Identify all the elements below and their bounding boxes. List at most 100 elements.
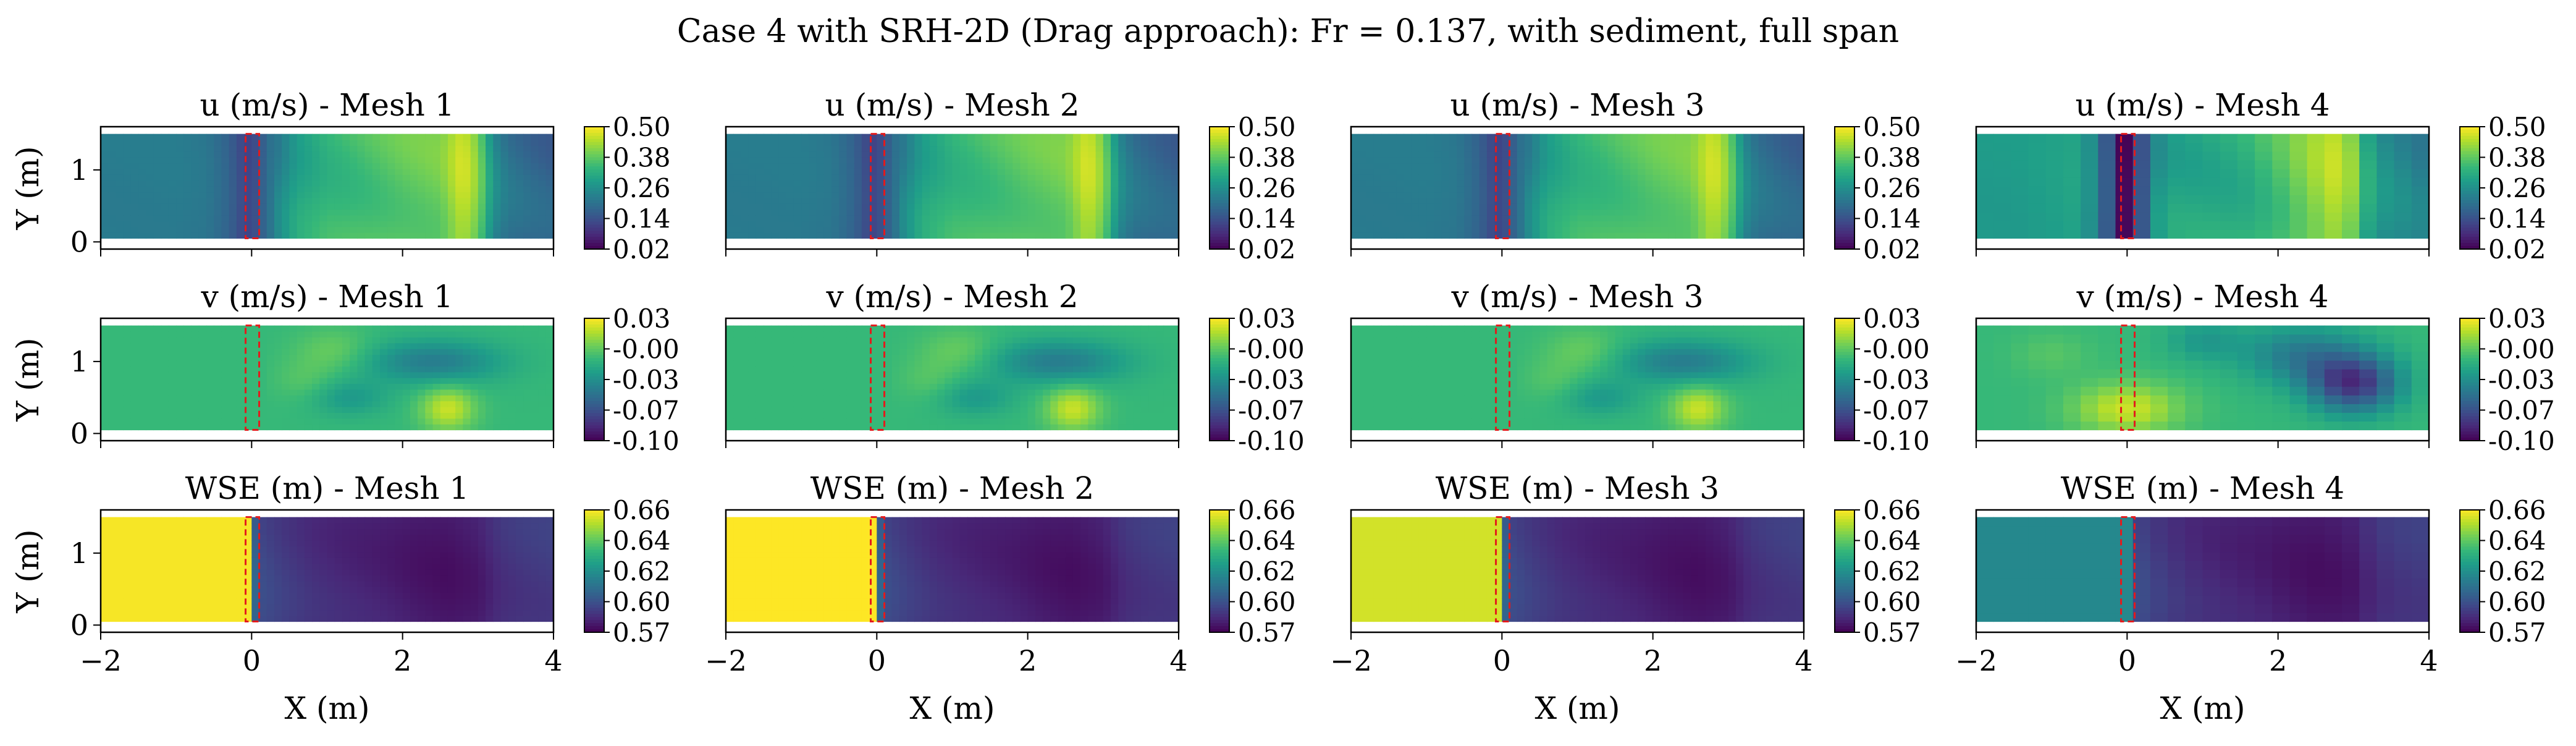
heatmap-cell — [402, 395, 411, 402]
colorbar-band — [584, 404, 604, 408]
heatmap-cell — [297, 145, 305, 152]
heatmap-cell — [515, 134, 524, 140]
heatmap-cell — [319, 378, 328, 384]
heatmap-cell — [1592, 197, 1601, 204]
heatmap-cell — [1027, 168, 1036, 175]
heatmap-cell — [1411, 186, 1420, 193]
heatmap-cell — [2220, 229, 2238, 239]
heatmap-cell — [1502, 168, 1510, 175]
heatmap-cell — [1645, 134, 1654, 140]
heatmap-cell — [486, 192, 494, 198]
heatmap-cell — [945, 134, 953, 140]
heatmap-cell — [350, 395, 358, 402]
heatmap-cell — [1532, 232, 1541, 239]
heatmap-cell — [500, 157, 509, 164]
heatmap-cell — [1140, 145, 1149, 152]
heatmap-cell — [1615, 221, 1623, 227]
colorbar-band — [1210, 157, 1229, 161]
heatmap-cell — [116, 221, 124, 227]
heatmap-cell — [364, 163, 373, 169]
heatmap-cell — [138, 157, 146, 164]
heatmap-cell — [357, 412, 366, 419]
heatmap-cell — [463, 407, 471, 413]
heatmap-cell — [455, 134, 463, 140]
heatmap-cell — [327, 192, 335, 198]
heatmap-cell — [463, 354, 471, 361]
heatmap-cell — [334, 168, 343, 175]
heatmap-cell — [304, 151, 313, 158]
heatmap-cell — [997, 186, 1006, 193]
heatmap-cell — [1668, 215, 1676, 221]
heatmap-cell — [214, 174, 222, 181]
colorbar-band — [1835, 218, 1854, 223]
heatmap-cell — [733, 140, 742, 146]
heatmap-cell — [334, 424, 343, 431]
heatmap-cell — [244, 163, 252, 169]
heatmap-cell — [116, 360, 124, 367]
heatmap-cell — [342, 174, 350, 181]
heatmap-cell — [1095, 140, 1104, 146]
heatmap-cell — [1012, 197, 1021, 204]
heatmap-cell — [823, 192, 832, 198]
heatmap-cell — [493, 232, 502, 239]
heatmap-cell — [1404, 215, 1412, 221]
heatmap-cell — [168, 325, 177, 332]
heatmap-cell — [786, 174, 794, 181]
heatmap-cell — [1065, 151, 1074, 158]
heatmap-cell — [823, 197, 832, 204]
heatmap-cell — [176, 366, 184, 373]
heatmap-cell — [733, 371, 742, 378]
heatmap-cell — [1389, 163, 1397, 169]
heatmap-cell — [380, 418, 388, 425]
heatmap-cell — [1720, 151, 1729, 158]
heatmap-cell — [1118, 140, 1127, 146]
heatmap-cell — [2115, 142, 2134, 152]
heatmap-cell — [1728, 145, 1736, 152]
heatmap-cell — [236, 360, 245, 367]
heatmap-cell — [515, 140, 524, 146]
heatmap-cell — [214, 168, 222, 175]
heatmap-cell — [221, 389, 230, 396]
colorbar-tick-label: 0.02 — [1863, 234, 1921, 265]
heatmap-cell — [816, 215, 825, 221]
heatmap-cell — [726, 203, 734, 210]
heatmap-cell — [1570, 140, 1578, 146]
heatmap-cell — [1005, 145, 1013, 152]
heatmap-cell — [1554, 197, 1563, 204]
heatmap-cell — [929, 157, 938, 164]
heatmap-cell — [1411, 226, 1420, 233]
heatmap-cell — [1788, 232, 1797, 239]
heatmap-cell — [357, 424, 366, 431]
heatmap-cell — [1065, 145, 1074, 152]
heatmap-cell — [1788, 209, 1797, 216]
heatmap-cell — [168, 168, 177, 175]
heatmap-cell — [937, 134, 945, 140]
heatmap-cell — [869, 134, 877, 140]
heatmap-cell — [289, 325, 298, 332]
heatmap-cell — [1706, 192, 1714, 198]
heatmap-cell — [266, 134, 275, 140]
heatmap-cell — [1065, 157, 1074, 164]
heatmap-cell — [327, 168, 335, 175]
heatmap-cell — [334, 174, 343, 181]
heatmap-cell — [130, 366, 139, 373]
heatmap-cell — [191, 151, 200, 158]
heatmap-cell — [1118, 226, 1127, 233]
heatmap-cell — [1630, 215, 1638, 221]
heatmap-cell — [1751, 192, 1759, 198]
colorbar-band — [2460, 218, 2480, 223]
heatmap-cell — [1434, 134, 1442, 140]
heatmap-cell — [206, 174, 214, 181]
heatmap-cell — [2045, 186, 2064, 195]
heatmap-cell — [191, 383, 200, 390]
heatmap-cell — [1562, 186, 1570, 193]
heatmap-cell — [2150, 177, 2168, 187]
heatmap-cell — [990, 232, 998, 239]
heatmap-cell — [402, 157, 411, 164]
heatmap-cell — [937, 232, 945, 239]
heatmap-cell — [101, 192, 109, 198]
heatmap-cell — [952, 203, 961, 210]
heatmap-cell — [418, 366, 426, 373]
heatmap-cell — [1471, 186, 1480, 193]
heatmap-cell — [470, 134, 479, 140]
